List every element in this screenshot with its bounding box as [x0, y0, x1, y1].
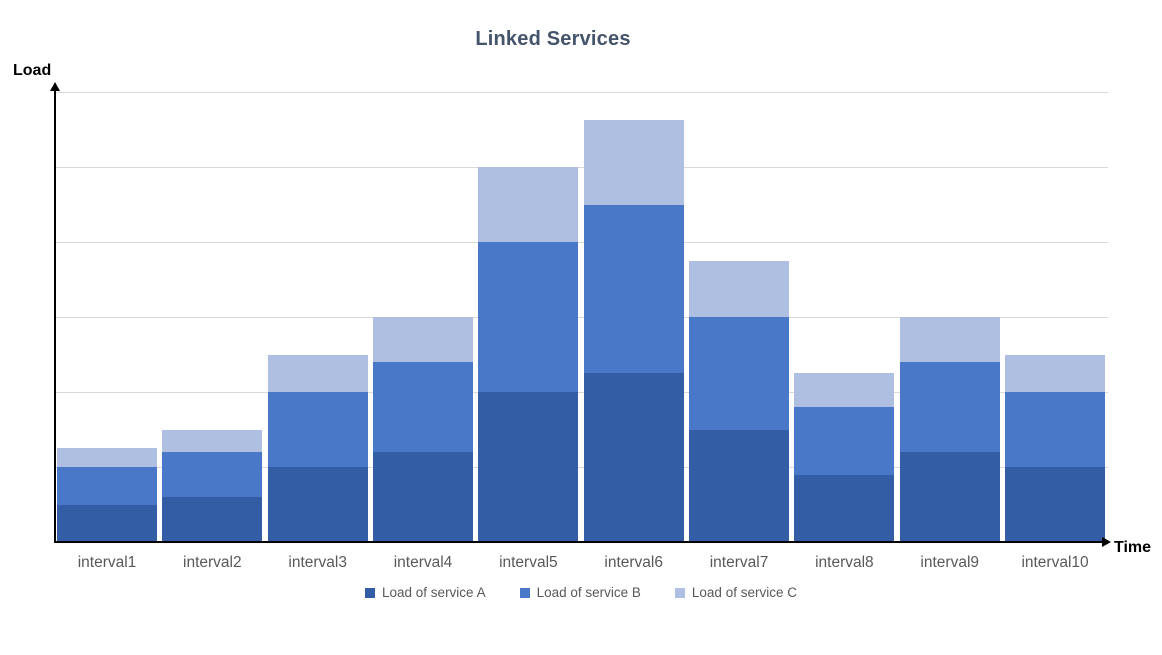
bar-interval7 — [689, 0, 790, 542]
bar-interval4 — [373, 0, 474, 542]
legend-swatch-service-b — [519, 587, 530, 598]
bar-segment-interval2-series1 — [162, 497, 263, 542]
legend-label-service-b: Load of service B — [536, 585, 641, 600]
bar-segment-interval6-series3 — [583, 120, 684, 205]
bar-interval3 — [267, 0, 368, 542]
bar-segment-interval10-series3 — [1005, 354, 1106, 392]
legend: Load of service A Load of service B Load… — [0, 585, 1162, 600]
bar-segment-interval3-series1 — [267, 467, 368, 542]
bar-segment-interval4-series3 — [373, 317, 474, 362]
gridline — [55, 167, 1108, 168]
y-axis-line — [54, 90, 56, 542]
bar-interval5 — [478, 0, 579, 542]
bar-segment-interval9-series3 — [899, 317, 1000, 362]
bar-segment-interval10-series2 — [1005, 392, 1106, 467]
bar-interval1 — [57, 0, 157, 542]
bar-interval10 — [1005, 0, 1106, 542]
x-tick-label: interval8 — [815, 554, 874, 571]
x-tick-label: interval7 — [709, 554, 769, 571]
bar-segment-interval4-series2 — [373, 362, 474, 452]
x-tick-label: interval9 — [920, 554, 980, 571]
legend-label-service-c: Load of service C — [691, 585, 797, 600]
gridline — [55, 317, 1108, 318]
bar-segment-interval4-series1 — [373, 452, 474, 542]
x-axis-line — [54, 541, 1104, 543]
x-tick-label: interval5 — [499, 554, 558, 571]
bar-segment-interval9-series1 — [899, 452, 1000, 542]
x-tick-label: interval4 — [393, 554, 453, 571]
bar-segment-interval1-series1 — [57, 504, 157, 542]
bar-interval6 — [583, 0, 684, 542]
y-axis-title: Load — [13, 62, 52, 79]
y-axis-arrow-icon — [50, 82, 60, 91]
x-tick-label: interval3 — [288, 554, 347, 571]
x-axis-arrow-icon — [1102, 537, 1111, 547]
bar-interval2 — [162, 0, 263, 542]
bar-interval8 — [794, 0, 895, 542]
x-tick-label: interval2 — [183, 554, 242, 571]
legend-swatch-service-c — [674, 587, 685, 598]
bar-segment-interval5-series3 — [478, 167, 579, 242]
bar-segment-interval8-series2 — [794, 407, 895, 475]
legend-swatch-service-a — [365, 587, 376, 598]
legend-item-service-c: Load of service C — [674, 585, 797, 600]
x-axis-title: Time — [1114, 539, 1152, 556]
bar-segment-interval6-series2 — [583, 204, 684, 374]
bar-interval9 — [899, 0, 1000, 542]
bar-segment-interval3-series3 — [267, 354, 368, 392]
bar-segment-interval5-series1 — [478, 392, 579, 542]
bar-segment-interval6-series1 — [583, 373, 684, 542]
bar-segment-interval7-series1 — [689, 429, 790, 542]
bar-segment-interval5-series2 — [478, 242, 579, 392]
bar-segment-interval10-series1 — [1005, 467, 1106, 542]
bar-segment-interval7-series3 — [689, 260, 790, 317]
gridline — [55, 242, 1108, 243]
gridline — [55, 467, 1108, 468]
legend-item-service-b: Load of service B — [519, 585, 641, 600]
bar-segment-interval9-series2 — [899, 362, 1000, 452]
bar-segment-interval2-series3 — [162, 429, 263, 452]
legend-item-service-a: Load of service A — [365, 585, 486, 600]
x-tick-label: interval10 — [1021, 554, 1089, 571]
bar-segment-interval8-series3 — [794, 373, 895, 407]
bar-segment-interval1-series3 — [57, 448, 157, 467]
x-tick-label: interval6 — [604, 554, 663, 571]
chart-title: Linked Services — [475, 28, 631, 50]
bar-segment-interval1-series2 — [57, 467, 157, 505]
gridline — [55, 392, 1108, 393]
gridline — [55, 92, 1108, 93]
bar-segment-interval3-series2 — [267, 392, 368, 467]
legend-label-service-a: Load of service A — [382, 585, 486, 600]
x-tick-label: interval1 — [77, 554, 137, 571]
bar-segment-interval8-series1 — [794, 474, 895, 542]
bar-segment-interval7-series2 — [689, 317, 790, 430]
bar-segment-interval2-series2 — [162, 452, 263, 497]
